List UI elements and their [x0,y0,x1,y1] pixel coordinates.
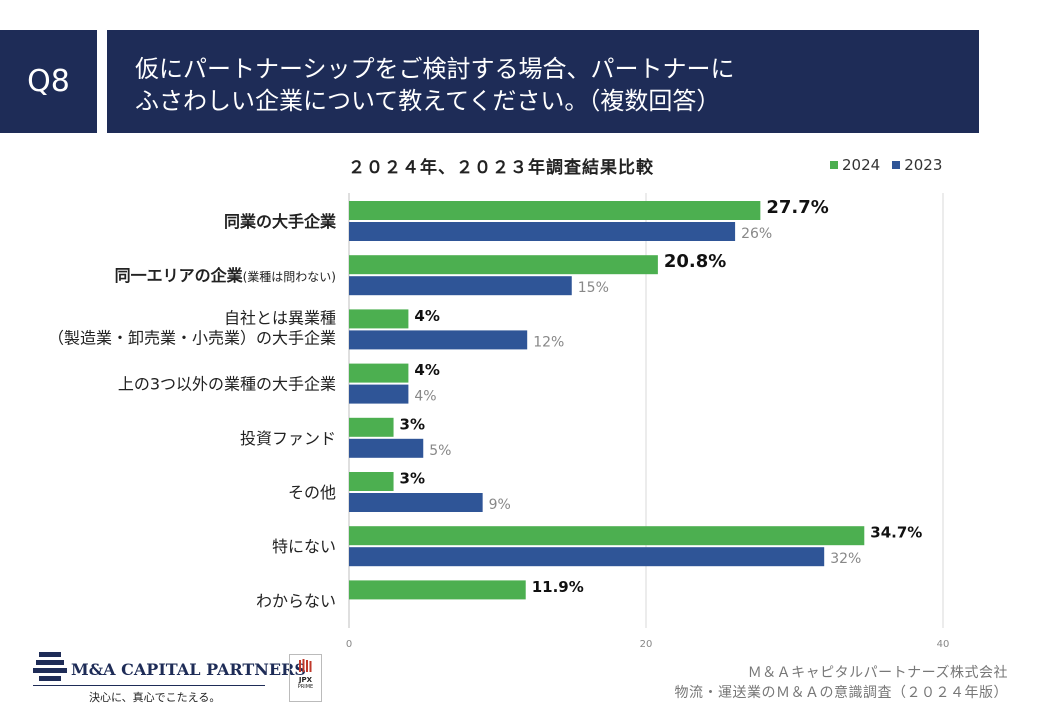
data-label-2024-1: 20.8% [664,251,726,272]
bar-2024-1 [349,255,658,275]
data-label-2023-6: 32% [830,551,861,567]
bar-2023-5 [349,493,483,512]
bar-2024-6 [349,526,865,546]
category-label-6: 特にない [272,537,336,556]
data-label-2023-0: 26% [741,226,772,242]
x-tick-label-40: 40 [937,639,950,650]
legend-item-2024: 2024 [830,156,880,174]
category-label-7: わからない [256,591,336,610]
bar-2023-4 [349,438,424,458]
data-label-2024-2: 4% [414,307,439,325]
jpx-mark-icon [298,659,311,672]
footer-company: Ｍ＆Ａキャピタルパートナーズ株式会社 [747,665,1008,681]
title-line-2: ふさわしい企業について教えてください。（複数回答） [135,87,721,115]
bar-2024-2 [349,309,409,329]
question-label: Q8 [0,30,97,133]
category-label-2-line1: 自社とは異業種 [224,308,336,327]
data-label-2023-3: 4% [414,389,436,405]
x-tick-label-0: 0 [346,639,352,650]
category-note-1: (業種は問わない) [243,270,336,284]
logo-name: M&A CAPITAL PARTNERS [71,660,306,679]
footer-survey: 物流・運送業のＭ＆Ａの意識調査（２０２４年版） [674,685,1008,701]
category-label-3: 上の3つ以外の業種の大手企業 [118,375,336,394]
category-label-2-line2: （製造業・卸売業・小売業）の大手企業 [48,328,336,347]
category-label-4: 投資ファンド [240,429,336,448]
footer-credit: Ｍ＆Ａキャピタルパートナーズ株式会社 物流・運送業のＭ＆Ａの意識調査（２０２４年… [675,663,1009,703]
bar-2024-7 [349,580,526,600]
bar-2024-5 [349,472,394,491]
data-label-2023-1: 15% [578,280,609,296]
bar-2024-3 [349,363,409,383]
logo-mark-icon [33,652,67,681]
data-label-2023-5: 9% [489,497,511,513]
prime-label: PRIME [297,684,314,690]
legend-item-2023: 2023 [892,156,942,174]
chart-legend: 2024 2023 [830,156,942,174]
data-label-2024-4: 3% [400,415,425,433]
title-line-1: 仮にパートナーシップをご検討する場合、パートナーに [135,55,735,83]
jpx-label: JPX [298,676,313,684]
data-label-2023-2: 12% [533,334,564,350]
legend-swatch-2024 [830,161,838,169]
company-logo: M&A CAPITAL PARTNERS 決心に、真心でこたえる。 [33,652,306,707]
jpx-prime-badge: JPX PRIME [289,654,322,702]
logo-tagline: 決心に、真心でこたえる。 [89,691,221,704]
bar-2023-6 [349,547,825,567]
bar-2023-3 [349,384,409,404]
logo-divider [33,685,265,686]
category-label-1: 同一エリアの企業(業種は問わない) [115,266,336,285]
bar-2024-0 [349,201,761,220]
data-label-2024-0: 27.7% [766,197,828,218]
x-tick-label-20: 20 [640,639,653,650]
bar-2023-1 [349,276,572,296]
data-label-2024-6: 34.7% [870,524,922,542]
category-label-5: その他 [288,483,336,502]
bar-2024-4 [349,417,394,437]
chart-title: ２０２４年、２０２３年調査結果比較 [348,158,654,178]
bar-2023-2 [349,330,528,350]
legend-label-2024: 2024 [842,156,881,174]
data-label-2024-7: 11.9% [532,578,584,596]
legend-label-2023: 2023 [904,156,943,174]
data-label-2024-3: 4% [414,361,439,379]
data-label-2024-5: 3% [400,470,425,488]
legend-swatch-2023 [892,161,901,169]
bar-2023-0 [349,222,736,241]
title-banner: 仮にパートナーシップをご検討する場合、パートナーに ふさわしい企業について教えて… [107,30,979,133]
category-label-0: 同業の大手企業 [224,212,337,231]
data-label-2023-4: 5% [429,443,451,459]
